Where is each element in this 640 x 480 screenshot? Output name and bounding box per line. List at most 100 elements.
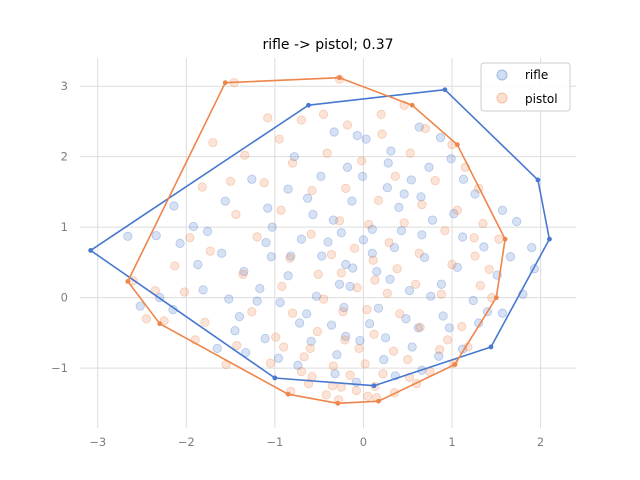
rifle-hull-vertex — [371, 383, 377, 389]
rifle-point — [404, 285, 415, 296]
rifle-point — [382, 183, 392, 193]
rifle-point — [355, 336, 365, 346]
pistol-point — [382, 288, 392, 298]
pistol-point — [373, 195, 384, 205]
pistol-point — [307, 371, 317, 382]
pistol-hull-vertex — [335, 400, 341, 406]
pistol-point — [279, 342, 289, 352]
pistol-point — [328, 361, 338, 371]
pistol-point — [197, 182, 207, 192]
rifle-point — [434, 351, 444, 361]
pistol-point — [352, 283, 362, 293]
rifle-point — [352, 130, 362, 141]
pistol-point — [240, 150, 250, 160]
pistol-hull-vertex — [454, 142, 460, 148]
pistol-point — [208, 137, 218, 148]
x-tick-label: −2 — [178, 435, 195, 449]
rifle-point — [345, 281, 355, 291]
rifle-point — [283, 184, 293, 194]
pistol-point — [376, 109, 386, 119]
rifle-point — [401, 314, 411, 324]
pistol-point — [405, 148, 415, 158]
rifle-point — [234, 312, 245, 322]
rifle-point — [470, 189, 480, 199]
pistol-point — [420, 123, 431, 134]
pistol-point — [475, 281, 485, 291]
rifle-point — [326, 320, 337, 330]
rifle-point — [468, 295, 478, 306]
pistol-point — [390, 171, 400, 181]
pistol-point — [170, 261, 180, 271]
pistol-point — [287, 158, 298, 168]
rifle-point — [497, 205, 508, 215]
rifle-hull-vertex — [442, 87, 448, 93]
pistol-point — [434, 345, 445, 355]
pistol-point — [274, 134, 284, 144]
rifle-point — [438, 311, 448, 321]
rifle-point — [436, 279, 446, 289]
pistol-point — [305, 343, 315, 353]
rifle-point — [426, 291, 436, 301]
rifle-point — [239, 266, 249, 277]
legend: rifle pistol — [480, 62, 571, 112]
pistol-point — [285, 253, 295, 263]
y-tick-label: −1 — [51, 361, 68, 375]
pistol-hull-vertex — [285, 391, 291, 397]
rifle-point — [175, 238, 185, 248]
pistol-point — [299, 352, 309, 362]
rifle-hull-vertex — [547, 236, 552, 242]
rifle-point — [323, 237, 333, 247]
rifle-hull-vertex — [535, 177, 541, 183]
pistol-hull-vertex — [337, 75, 342, 81]
rifle-point — [342, 162, 353, 172]
y-tick-label: 3 — [61, 79, 68, 93]
pistol-point — [259, 178, 269, 188]
rifle-point — [367, 224, 377, 234]
rifle-point — [266, 252, 276, 262]
pistol-hull-vertex — [493, 295, 499, 301]
rifle-point — [424, 162, 434, 172]
rifle-point — [224, 294, 234, 304]
rifle-point — [286, 251, 296, 261]
rifle-point — [135, 301, 145, 311]
pistol-point — [392, 264, 402, 274]
pistol-point — [312, 326, 322, 337]
pistol-point — [436, 289, 446, 299]
rifle-point — [267, 222, 277, 232]
pistol-point — [345, 370, 355, 380]
rifle-point — [505, 252, 516, 262]
rifle-point — [296, 234, 307, 244]
rifle-point — [341, 259, 351, 270]
chart-title: rifle -> pistol; 0.37 — [262, 37, 393, 53]
rifle-point — [308, 209, 318, 220]
tick-labels: −3 −2 −1 0 1 2 −1 0 1 2 3 — [51, 79, 544, 449]
pistol-point — [338, 307, 348, 317]
rifle-point — [414, 122, 424, 132]
rifle-hull-vertex — [88, 248, 94, 253]
rifle-point — [512, 216, 522, 227]
pistol-point — [457, 321, 467, 332]
pistol-point — [417, 199, 427, 210]
rifle-point — [123, 231, 133, 241]
pistol-hull-vertex — [376, 398, 381, 404]
pistol-point — [469, 233, 479, 243]
pistol-point — [321, 390, 331, 400]
rifle-point — [444, 323, 454, 333]
pistol-hull-vertex — [222, 80, 228, 86]
rifle-point — [446, 154, 456, 164]
pistol-point — [307, 185, 317, 196]
pistol-point — [318, 109, 329, 119]
pistol-hull-vertex — [157, 321, 163, 327]
rifle-point — [357, 171, 368, 181]
legend-marker-rifle — [496, 69, 508, 81]
pistol-point — [452, 205, 462, 215]
rifle-point — [527, 242, 537, 253]
pistol-point — [484, 264, 494, 275]
rifle-point — [379, 355, 389, 365]
rifle-point — [212, 343, 222, 353]
pistol-point — [141, 314, 152, 324]
legend-marker-pistol — [496, 92, 508, 104]
x-tick-label: 1 — [448, 435, 455, 449]
pistol-point — [414, 248, 424, 258]
rifle-point — [419, 252, 430, 263]
